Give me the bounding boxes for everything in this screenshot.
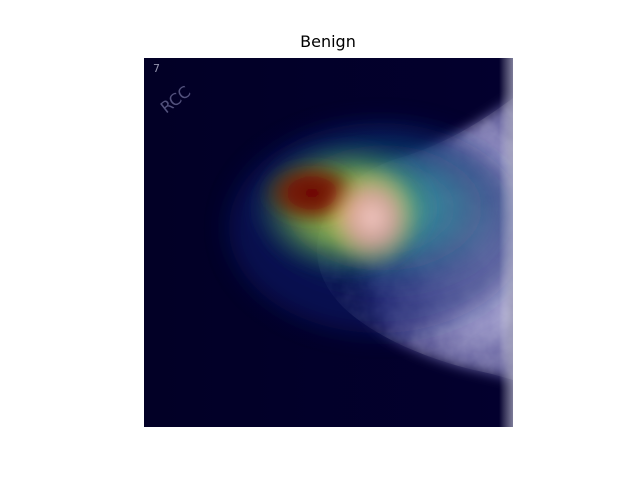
mammogram-heatmap-image: 7 RCC <box>144 58 513 427</box>
figure-title: Benign <box>300 32 356 51</box>
heatmap-overlay-graphic: 7 RCC <box>144 58 513 427</box>
heatmap-pink-glow <box>324 166 420 270</box>
corner-mark: 7 <box>153 62 160 75</box>
